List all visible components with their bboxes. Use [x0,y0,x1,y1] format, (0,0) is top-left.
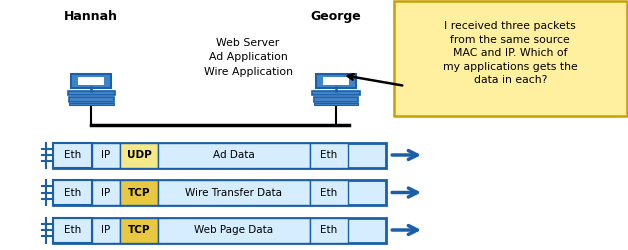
FancyBboxPatch shape [67,91,114,94]
FancyBboxPatch shape [310,180,348,205]
Text: IP: IP [101,225,111,235]
Text: George: George [311,10,361,23]
FancyBboxPatch shape [78,77,104,85]
FancyBboxPatch shape [70,74,112,88]
FancyBboxPatch shape [323,77,349,85]
FancyBboxPatch shape [394,0,627,116]
FancyBboxPatch shape [92,218,120,242]
Text: I received three packets
from the same source
MAC and IP. Which of
my applicatio: I received three packets from the same s… [443,21,578,85]
FancyBboxPatch shape [92,180,120,205]
FancyBboxPatch shape [53,218,386,242]
Text: Web Server
Ad Application
Wire Application: Web Server Ad Application Wire Applicati… [203,38,293,77]
Text: Wire Transfer Data: Wire Transfer Data [185,188,283,198]
FancyBboxPatch shape [92,142,120,168]
FancyBboxPatch shape [158,142,310,168]
Text: IP: IP [101,150,111,160]
FancyBboxPatch shape [158,218,310,242]
Text: Web Page Data: Web Page Data [195,225,274,235]
Text: Eth: Eth [320,225,337,235]
FancyBboxPatch shape [316,74,357,88]
Text: TCP: TCP [128,225,150,235]
FancyBboxPatch shape [53,180,92,205]
FancyBboxPatch shape [158,180,310,205]
FancyBboxPatch shape [68,96,114,102]
Text: Eth: Eth [64,225,81,235]
FancyBboxPatch shape [313,102,359,105]
FancyBboxPatch shape [120,180,158,205]
FancyBboxPatch shape [53,218,92,242]
Text: UDP: UDP [127,150,151,160]
Text: Eth: Eth [64,188,81,198]
FancyBboxPatch shape [53,142,386,168]
FancyBboxPatch shape [53,142,92,168]
Text: Eth: Eth [64,150,81,160]
FancyBboxPatch shape [310,142,348,168]
FancyBboxPatch shape [120,142,158,168]
FancyBboxPatch shape [68,102,114,105]
FancyBboxPatch shape [120,218,158,242]
Text: Hannah: Hannah [64,10,118,23]
Text: Ad Data: Ad Data [213,150,255,160]
Text: Eth: Eth [320,150,337,160]
Text: Eth: Eth [320,188,337,198]
FancyBboxPatch shape [310,218,348,242]
FancyBboxPatch shape [53,180,386,205]
FancyBboxPatch shape [313,91,360,94]
FancyBboxPatch shape [313,96,359,102]
Text: TCP: TCP [128,188,150,198]
Text: IP: IP [101,188,111,198]
